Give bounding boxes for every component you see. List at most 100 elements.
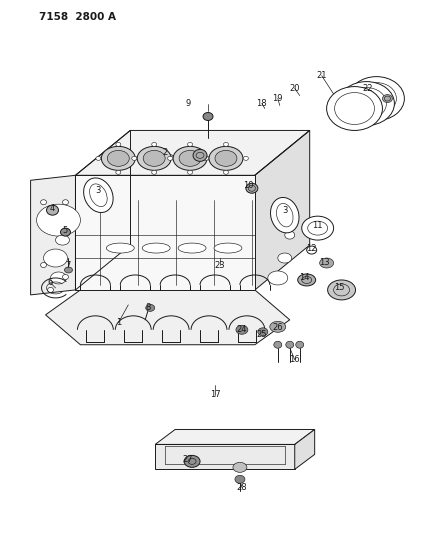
Text: 18: 18 [256, 99, 267, 108]
Text: 23: 23 [215, 261, 225, 270]
Ellipse shape [235, 475, 245, 483]
Ellipse shape [298, 274, 316, 286]
Text: 9: 9 [185, 99, 191, 108]
Text: 3: 3 [282, 206, 288, 215]
Ellipse shape [209, 147, 243, 171]
Ellipse shape [152, 142, 157, 147]
Ellipse shape [223, 171, 229, 174]
Ellipse shape [272, 204, 288, 216]
Ellipse shape [137, 147, 171, 171]
Polygon shape [155, 430, 315, 445]
Ellipse shape [302, 216, 333, 240]
Text: 26: 26 [273, 324, 283, 332]
Ellipse shape [132, 156, 137, 160]
Text: 22: 22 [362, 84, 373, 93]
Text: 7: 7 [66, 261, 71, 270]
Ellipse shape [179, 150, 201, 166]
Ellipse shape [203, 112, 213, 120]
Ellipse shape [296, 341, 304, 348]
Ellipse shape [106, 243, 134, 253]
Text: 14: 14 [300, 273, 310, 282]
Text: 5: 5 [63, 225, 68, 235]
Text: 10: 10 [243, 181, 253, 190]
Ellipse shape [233, 462, 247, 472]
Polygon shape [45, 290, 290, 345]
Text: 7158  2800 A: 7158 2800 A [39, 12, 116, 22]
Ellipse shape [56, 235, 69, 245]
Ellipse shape [258, 328, 268, 336]
Ellipse shape [172, 156, 177, 160]
Text: 12: 12 [306, 244, 317, 253]
Text: 20: 20 [289, 84, 300, 93]
Text: 8: 8 [146, 303, 151, 312]
Ellipse shape [320, 258, 333, 268]
Text: 24: 24 [237, 325, 247, 334]
Text: 6: 6 [48, 278, 53, 287]
Ellipse shape [270, 321, 286, 332]
Ellipse shape [204, 156, 208, 160]
Ellipse shape [193, 149, 207, 161]
Ellipse shape [62, 274, 68, 279]
Ellipse shape [136, 156, 141, 160]
Ellipse shape [278, 253, 292, 263]
Text: 3: 3 [96, 185, 101, 195]
Ellipse shape [41, 200, 47, 205]
Text: 15: 15 [334, 284, 345, 293]
Text: 25: 25 [257, 330, 267, 340]
Text: 19: 19 [273, 94, 283, 103]
Text: 11: 11 [312, 221, 323, 230]
Polygon shape [30, 175, 75, 295]
Ellipse shape [83, 178, 113, 213]
Ellipse shape [215, 150, 237, 166]
Text: 28: 28 [237, 483, 247, 492]
Ellipse shape [208, 156, 213, 160]
Text: 1: 1 [116, 318, 121, 327]
Ellipse shape [62, 200, 68, 205]
Ellipse shape [101, 147, 135, 171]
Ellipse shape [268, 271, 288, 285]
Ellipse shape [142, 243, 170, 253]
Ellipse shape [270, 197, 299, 233]
Ellipse shape [116, 142, 121, 147]
Ellipse shape [143, 150, 165, 166]
Ellipse shape [60, 228, 71, 236]
Text: 17: 17 [210, 390, 220, 399]
Ellipse shape [48, 287, 54, 293]
Polygon shape [75, 175, 255, 290]
Ellipse shape [51, 272, 66, 284]
Ellipse shape [65, 267, 72, 273]
Ellipse shape [383, 94, 392, 102]
Ellipse shape [41, 263, 47, 268]
Ellipse shape [44, 249, 68, 267]
Ellipse shape [223, 142, 229, 147]
Ellipse shape [146, 304, 155, 311]
Ellipse shape [307, 246, 317, 254]
Ellipse shape [339, 82, 395, 125]
Polygon shape [155, 445, 295, 470]
Ellipse shape [236, 325, 248, 334]
Polygon shape [295, 430, 315, 470]
Ellipse shape [96, 156, 101, 160]
Ellipse shape [274, 341, 282, 348]
Ellipse shape [214, 243, 242, 253]
Ellipse shape [168, 156, 172, 160]
Ellipse shape [107, 150, 129, 166]
Ellipse shape [178, 243, 206, 253]
Polygon shape [255, 131, 310, 290]
Ellipse shape [244, 156, 248, 160]
Ellipse shape [47, 205, 59, 215]
Text: 27: 27 [183, 455, 193, 464]
Ellipse shape [285, 231, 295, 239]
Ellipse shape [116, 171, 121, 174]
Ellipse shape [184, 455, 200, 467]
Ellipse shape [36, 204, 80, 236]
Ellipse shape [187, 142, 193, 147]
Ellipse shape [286, 341, 294, 348]
Text: 4: 4 [50, 204, 55, 213]
Ellipse shape [327, 280, 356, 300]
Text: 2: 2 [163, 148, 168, 157]
Ellipse shape [187, 171, 193, 174]
Text: 13: 13 [319, 257, 330, 266]
Text: 16: 16 [289, 355, 300, 364]
Polygon shape [75, 131, 310, 175]
